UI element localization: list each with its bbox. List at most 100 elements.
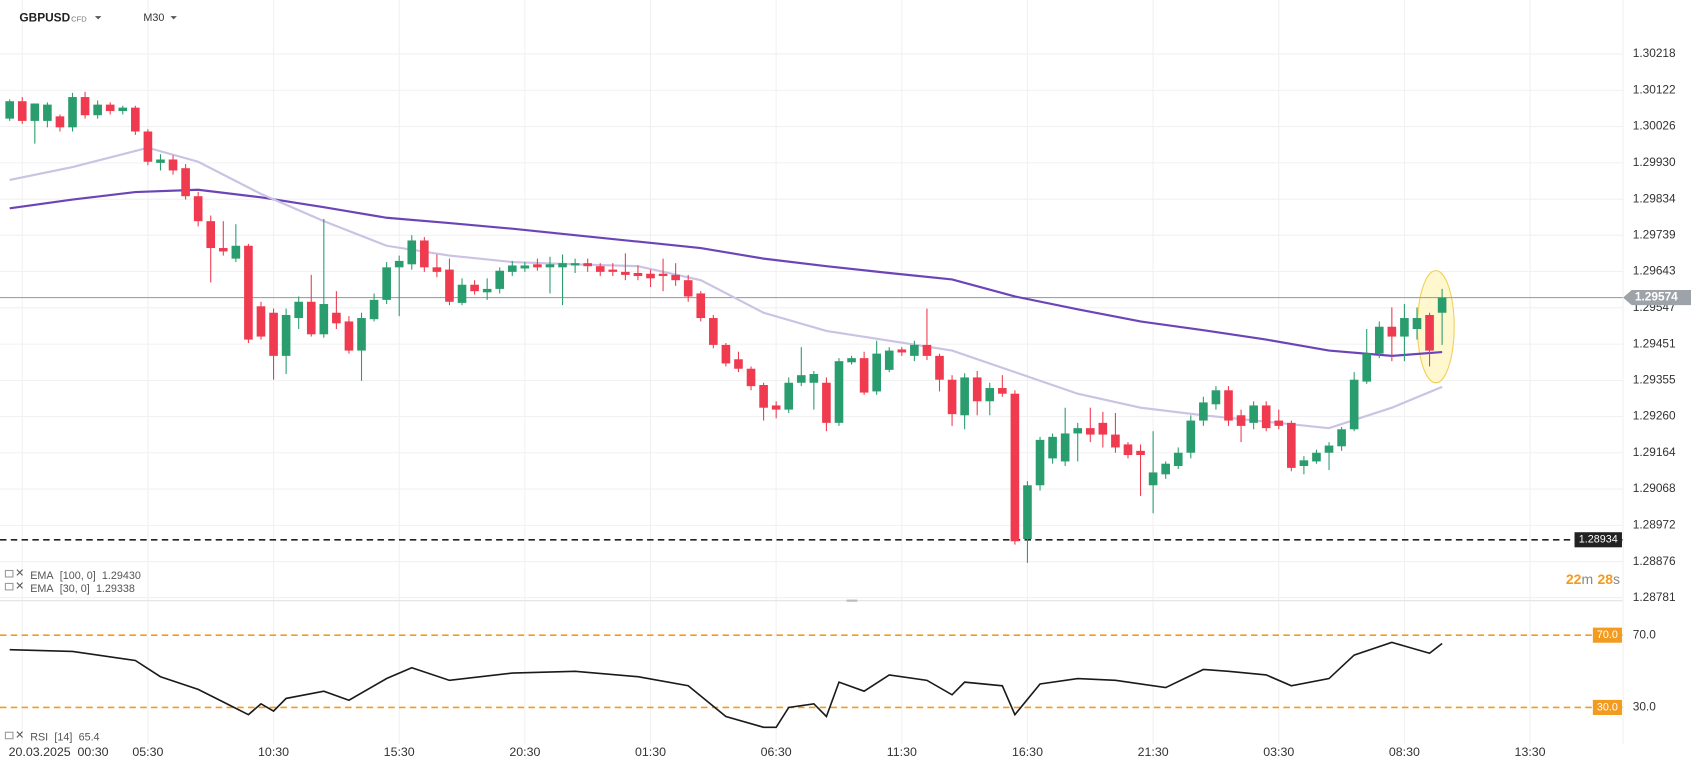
legend-close[interactable]: ✕ [15, 729, 24, 741]
candle-body [1199, 402, 1208, 421]
y-tick-label: 1.30218 [1633, 46, 1676, 60]
ema-line [9, 146, 1443, 430]
y-tick-label: 1.28781 [1633, 590, 1676, 604]
candle-body [1073, 428, 1083, 434]
candle-body [771, 405, 781, 410]
candle-body [1098, 422, 1108, 435]
legend-name: EMA [30, 570, 54, 582]
candle-body [482, 288, 492, 293]
candle-body [721, 344, 731, 364]
symbol[interactable]: GBPUSD [19, 10, 70, 24]
candle-body [80, 97, 90, 116]
candle-body [432, 267, 442, 272]
ema-line [9, 188, 1443, 357]
timeframe[interactable]: M30 [143, 12, 164, 24]
candle-body [671, 274, 680, 281]
candle-body [1060, 433, 1070, 462]
candle-body [1287, 422, 1296, 468]
rsi-pane: 70.0 70.0 30.0 30.0 [0, 627, 1656, 729]
candle-body [156, 159, 165, 163]
candle-body [859, 358, 869, 393]
x-tick-label: 03:30 [1263, 745, 1294, 759]
y-tick-label: 1.30026 [1633, 119, 1676, 133]
candle-body [608, 269, 618, 272]
candle-body [1010, 393, 1020, 542]
legend-close[interactable]: ✕ [15, 581, 24, 593]
timeframe-dropdown[interactable] [170, 16, 177, 20]
candle-body [784, 382, 794, 410]
level-tag [1574, 532, 1622, 548]
candle-body [193, 196, 203, 222]
candle-body [1249, 405, 1258, 423]
current-price-label: 1.29574 [1635, 290, 1678, 304]
y-tick-label: 1.29834 [1633, 191, 1676, 205]
y-tick-label: 1.29260 [1633, 409, 1676, 423]
symbol-header[interactable]: GBPUSD CFD M30 [19, 10, 177, 24]
candle-body [332, 312, 341, 324]
candle-body [1312, 452, 1321, 462]
candle-body [1035, 439, 1045, 486]
candle-body [658, 273, 668, 277]
candle-body [407, 240, 417, 265]
grid [0, 0, 1624, 745]
highlight [1416, 270, 1455, 384]
legend-icon[interactable] [4, 569, 14, 578]
legend-close[interactable]: ✕ [15, 568, 24, 580]
candle-body [344, 321, 354, 351]
y-tick-label: 70.0 [1633, 627, 1656, 641]
candle-body [131, 107, 140, 132]
candle-body [143, 131, 153, 162]
candle-body [1236, 415, 1246, 426]
candle-body [796, 375, 806, 383]
candle-body [583, 263, 592, 267]
seconds-unit: s [1613, 571, 1620, 587]
candle-body [1374, 326, 1384, 354]
candle-body [759, 385, 768, 408]
symbol-dropdown[interactable] [94, 16, 102, 20]
candle-body [847, 358, 856, 363]
candle-body [256, 306, 266, 337]
candle-body [972, 377, 982, 402]
x-tick-label: 11:30 [887, 745, 917, 759]
candle-body [910, 344, 919, 356]
legend-value: 1.29430 [102, 570, 141, 582]
legend-icon[interactable] [4, 582, 14, 591]
candle-body [709, 318, 718, 345]
candle-body [872, 353, 881, 392]
candle-body [947, 379, 957, 415]
current-price-tag [1623, 290, 1691, 306]
minutes: 22 [1566, 571, 1582, 587]
candle-body [621, 271, 630, 275]
candle-body [105, 104, 115, 112]
candle-body [1224, 390, 1233, 421]
candle-body [1299, 460, 1309, 466]
x-tick-label: 06:30 [761, 745, 792, 759]
rsi-level-tag-label: 30.0 [1597, 701, 1618, 713]
candle-body [520, 265, 530, 269]
candle-body [1148, 472, 1158, 486]
legend-params: [30, 0] [60, 583, 90, 595]
x-tick-label: 10:30 [258, 745, 289, 759]
candle-body [809, 374, 819, 383]
candle-body [922, 344, 932, 356]
candle-body [884, 350, 894, 370]
seconds: 28 [1597, 571, 1613, 587]
candle-body [595, 266, 605, 272]
candle-body [281, 315, 291, 356]
legend-params: [14] [54, 731, 72, 743]
legend-params: [100, 0] [60, 570, 96, 582]
candle-body [118, 107, 128, 112]
candle-body [17, 101, 27, 121]
candle-body [1123, 444, 1133, 456]
legend-icon[interactable] [4, 731, 14, 740]
y-tick-label: 1.29451 [1633, 336, 1676, 350]
legend-name: EMA [30, 583, 54, 595]
candle-body [558, 263, 567, 268]
candle-body [369, 299, 379, 320]
candle-body [1111, 434, 1120, 448]
candle-body [998, 388, 1007, 394]
candle-body [470, 284, 479, 292]
